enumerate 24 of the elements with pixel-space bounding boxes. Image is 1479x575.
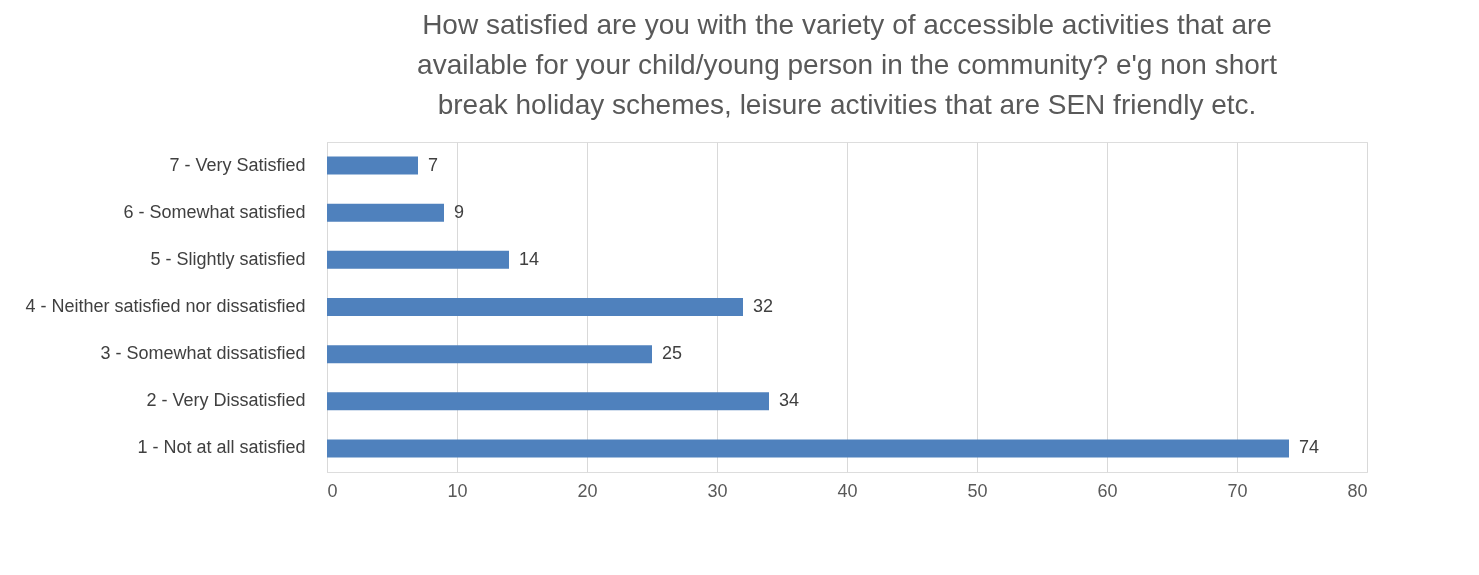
y-tick-label: 1 - Not at all satisfied xyxy=(137,437,306,458)
x-tick-label: 40 xyxy=(837,480,858,501)
x-tick-label: 70 xyxy=(1227,480,1248,501)
data-label: 74 xyxy=(1299,437,1320,458)
y-tick-label: 6 - Somewhat satisfied xyxy=(123,201,306,222)
data-label: 25 xyxy=(662,343,683,364)
data-label: 34 xyxy=(779,390,800,411)
data-label: 14 xyxy=(519,248,540,269)
x-tick-label: 30 xyxy=(707,480,728,501)
x-tick-label: 20 xyxy=(577,480,598,501)
data-label: 7 xyxy=(428,154,439,175)
x-tick-label: 10 xyxy=(447,480,468,501)
y-tick-label: 2 - Very Dissatisfied xyxy=(146,390,306,411)
y-tick-label: 5 - Slightly satisfied xyxy=(150,248,306,269)
x-tick-label: 0 xyxy=(327,480,338,501)
y-tick-label: 3 - Somewhat dissatisfied xyxy=(100,343,306,364)
data-label: 9 xyxy=(454,201,465,222)
x-tick-label: 80 xyxy=(1347,480,1368,501)
x-tick-label: 60 xyxy=(1097,480,1118,501)
y-tick-label: 4 - Neither satisfied nor dissatisfied xyxy=(25,296,306,316)
y-tick-label: 7 - Very Satisfied xyxy=(169,154,306,175)
data-label: 32 xyxy=(753,296,774,316)
chart-title: How satisfied are you with the variety of accessible activities that are available for your child/young person in the community? e'g non short break holiday schemes, leisure activities that are SEN friendly etc. xyxy=(417,9,1278,120)
x-tick-label: 50 xyxy=(967,480,988,501)
